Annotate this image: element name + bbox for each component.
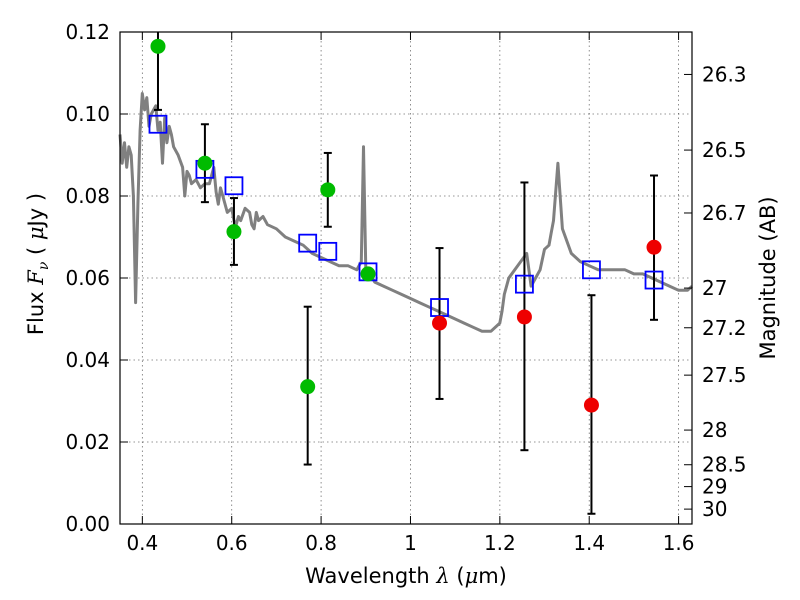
detections-point xyxy=(150,38,166,54)
y-axis-unit-close: Jy ) xyxy=(24,193,48,229)
model-photometry-point xyxy=(298,233,318,253)
y-tick-label: 0.04 xyxy=(65,348,110,372)
y-axis-symbol: F xyxy=(24,269,48,286)
y2-tick-label: 27 xyxy=(702,276,727,300)
model-photometry-point xyxy=(582,260,601,280)
y-axis-subscript: ν xyxy=(36,261,52,270)
y2-tick-label: 30 xyxy=(702,497,727,521)
detections-point xyxy=(300,379,316,395)
y2-tick-label: 28.5 xyxy=(702,453,747,477)
y-tick-label: 0.06 xyxy=(65,266,110,290)
y2-tick-label: 26.5 xyxy=(702,138,747,162)
y2-axis-title: Magnitude (AB) xyxy=(756,196,780,359)
y-tick-label: 0.00 xyxy=(65,512,110,536)
x-tick-label: 0.8 xyxy=(305,531,337,555)
model-photometry-point xyxy=(148,114,168,134)
model-photometry-point xyxy=(224,176,244,196)
x-axis-title-text: Wavelength xyxy=(305,564,436,588)
x-axis-unit-open: ( xyxy=(450,564,465,588)
non-detections-point xyxy=(583,397,599,413)
data-markers xyxy=(148,38,664,413)
y-tick-label: 0.10 xyxy=(65,102,110,126)
y2-tick-label: 26.3 xyxy=(702,62,747,86)
x-tick-label: 1.4 xyxy=(573,531,605,555)
x-axis-unit-close: m) xyxy=(478,564,507,588)
y-tick-label: 0.08 xyxy=(65,184,110,208)
x-tick-label: 0.4 xyxy=(126,531,158,555)
y-tick-label: 0.12 xyxy=(65,20,110,44)
tick-labels: 0.4 0.6 0.8 1 1.2 1.4 1.6 0.00 0.02 0.04 0.06 0.08 0… xyxy=(65,20,746,555)
y2-tick-label: 27.2 xyxy=(702,316,747,340)
x-axis-title: Wavelength λ (μm) xyxy=(305,564,507,588)
x-tick-label: 1 xyxy=(404,531,417,555)
non-detections-point xyxy=(646,239,662,255)
model-photometry-point xyxy=(515,274,534,294)
model-photometry-point xyxy=(318,241,338,261)
y-axis-title-text: Flux xyxy=(24,285,48,335)
detections-point xyxy=(360,266,376,282)
y-tick-label: 0.02 xyxy=(65,430,110,454)
y2-tick-label: 29 xyxy=(702,475,727,499)
x-axis-symbol: λ xyxy=(435,564,449,588)
y-axis-unit-open: ( xyxy=(24,240,48,262)
model-photometry-point xyxy=(644,270,664,290)
non-detections-point xyxy=(516,309,532,325)
detections-point xyxy=(197,155,213,171)
y-axis-unit-mu: μ xyxy=(24,226,48,240)
non-detections-point xyxy=(432,315,448,331)
x-tick-label: 1.6 xyxy=(663,531,695,555)
x-tick-label: 1.2 xyxy=(484,531,516,555)
y2-tick-label: 27.5 xyxy=(702,363,747,387)
detections-point xyxy=(226,224,242,240)
detections-point xyxy=(320,182,336,198)
y2-tick-label: 26.7 xyxy=(702,201,747,225)
axis-ticks xyxy=(120,31,692,525)
x-tick-label: 0.6 xyxy=(216,531,248,555)
y2-tick-label: 28 xyxy=(702,418,727,442)
x-axis-unit-mu: μ xyxy=(465,564,479,588)
y-axis-title: Flux Fν ( μJy ) xyxy=(24,193,52,335)
